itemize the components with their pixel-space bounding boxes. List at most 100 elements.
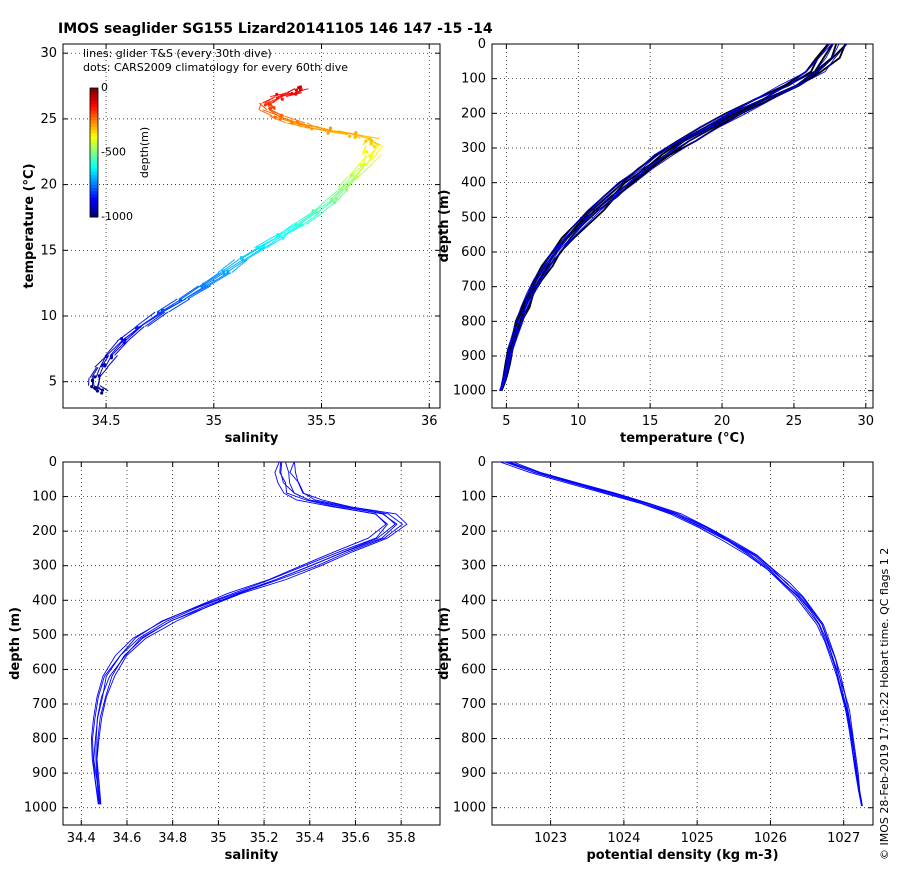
ts-glider-line xyxy=(286,122,303,128)
y-tick-label: 1000 xyxy=(453,384,486,399)
y-tick-label: 25 xyxy=(40,112,57,127)
colorbar-segment xyxy=(90,107,98,112)
ts-glider-line xyxy=(356,134,380,140)
ts-glider-line xyxy=(364,154,378,166)
ts-climatology-dot xyxy=(200,284,204,288)
ts-climatology-dot xyxy=(239,255,244,260)
ts-glider-line xyxy=(355,164,366,178)
colorbar-segment xyxy=(90,155,98,160)
colorbar-tick-label: 0 xyxy=(101,81,108,94)
ts-glider-line xyxy=(156,298,178,313)
ts-glider-line xyxy=(312,199,333,213)
axes-frame xyxy=(491,461,874,826)
x-tick-label: 35.6 xyxy=(341,831,370,846)
y-tick-label: 100 xyxy=(461,490,486,505)
ts-glider-line xyxy=(87,377,90,386)
ts-glider-line xyxy=(372,145,377,155)
x-axis-label: temperature (°C) xyxy=(620,431,745,446)
ts-climatology-dot xyxy=(294,92,298,96)
axes-frame xyxy=(62,461,441,826)
ts-glider-line xyxy=(358,164,372,178)
colorbar-segment xyxy=(90,91,98,95)
ts-climatology-dot xyxy=(280,113,284,118)
y-tick-label: 0 xyxy=(49,455,57,470)
colorbar-segment xyxy=(90,200,98,205)
ts-glider-line xyxy=(144,311,166,327)
colorbar-segment xyxy=(90,149,98,153)
ts-climatology-dot xyxy=(119,337,124,341)
ts-glider-line xyxy=(278,223,301,237)
y-tick-label: 900 xyxy=(461,766,486,781)
ts-glider-line xyxy=(95,367,101,378)
colorbar-label: depth(m) xyxy=(138,127,151,178)
dens-glider-profile xyxy=(499,462,862,807)
ts-climatology-dot xyxy=(315,210,319,214)
axes-frame xyxy=(62,43,441,409)
temp-glider-profile xyxy=(500,44,848,391)
x-tick-label: 34.8 xyxy=(158,831,187,846)
ts-glider-line xyxy=(270,92,290,98)
y-tick-label: 20 xyxy=(40,178,57,193)
ts-glider-line xyxy=(258,102,268,111)
y-tick-label: 100 xyxy=(32,490,57,505)
colorbar-segment xyxy=(90,191,98,195)
ts-climatology-dot xyxy=(355,175,359,179)
ts-glider-line xyxy=(375,144,384,155)
ts-climatology-dot xyxy=(330,197,334,201)
ts-glider-line xyxy=(162,298,186,313)
ts-climatology-dot xyxy=(262,245,266,249)
ts-glider-line xyxy=(334,130,356,136)
colorbar-segment xyxy=(90,152,98,157)
ts-glider-line xyxy=(106,340,123,356)
ts-glider-line xyxy=(278,115,299,124)
ts-climatology-dot xyxy=(369,142,373,146)
ts-glider-line xyxy=(105,340,119,356)
colorbar-segment xyxy=(90,184,98,189)
ts-climatology-dot xyxy=(275,234,279,238)
y-tick-label: 100 xyxy=(461,72,486,87)
sal-glider-profile xyxy=(96,462,404,805)
y-tick-label: 500 xyxy=(461,628,486,643)
y-tick-label: 300 xyxy=(461,559,486,574)
ts-glider-line xyxy=(99,385,109,392)
ts-glider-line xyxy=(147,311,169,327)
x-tick-label: 30 xyxy=(858,414,875,429)
ts-climatology-dot xyxy=(275,96,280,100)
colorbar-segment xyxy=(90,187,98,192)
y-tick-label: 0 xyxy=(478,37,486,52)
temp-glider-profile xyxy=(500,44,840,391)
colorbar-segment xyxy=(90,117,98,121)
x-tick-label: 34.4 xyxy=(67,831,96,846)
sal-glider-profile xyxy=(90,462,387,805)
ts-climatology-dot xyxy=(348,134,352,138)
y-tick-label: 200 xyxy=(32,524,57,539)
panel-ts: 34.5 35 35.5 36 5 10 15 20 25 30 salinity temperatu… xyxy=(22,43,441,446)
x-tick-label: 10 xyxy=(570,414,587,429)
colorbar-tick-label: -500 xyxy=(101,146,126,159)
ts-climatology-dot xyxy=(109,354,114,358)
ts-glider-line xyxy=(299,211,317,225)
ts-climatology-dot xyxy=(305,125,309,129)
ts-climatology-dot xyxy=(290,120,294,125)
ts-glider-line xyxy=(208,272,231,287)
ts-climatology-dot xyxy=(100,391,104,395)
y-axis-label: depth (m) xyxy=(8,607,23,680)
y-tick-label: 800 xyxy=(461,314,486,329)
ts-glider-line xyxy=(239,247,260,260)
y-tick-label: 15 xyxy=(40,243,57,258)
ts-climatology-dot xyxy=(326,131,330,135)
ts-glider-line xyxy=(340,176,352,189)
ts-glider-line xyxy=(187,285,211,300)
x-tick-label: 1023 xyxy=(534,831,567,846)
ts-climatology-dot xyxy=(93,375,97,379)
y-tick-label: 700 xyxy=(461,697,486,712)
x-axis-label: salinity xyxy=(225,848,279,863)
y-tick-label: 10 xyxy=(40,309,57,324)
dens-glider-profile xyxy=(504,462,863,807)
panel-temp: 5 10 15 20 25 3001002003004005006007008009001… xyxy=(437,37,874,446)
ts-climatology-dot xyxy=(203,284,207,288)
ts-glider-line xyxy=(357,154,370,166)
ts-climatology-dot xyxy=(100,363,104,367)
ts-climatology-dot xyxy=(104,354,108,359)
x-tick-label: 1024 xyxy=(607,831,640,846)
